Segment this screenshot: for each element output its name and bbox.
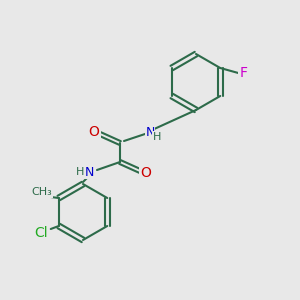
Text: O: O	[88, 125, 99, 139]
Text: H: H	[76, 167, 84, 177]
Text: H: H	[153, 132, 161, 142]
Text: F: F	[239, 66, 247, 80]
Text: O: O	[141, 166, 152, 180]
Text: N: N	[145, 127, 155, 140]
Text: CH₃: CH₃	[32, 187, 52, 197]
Text: Cl: Cl	[34, 226, 48, 240]
Text: N: N	[84, 166, 94, 178]
